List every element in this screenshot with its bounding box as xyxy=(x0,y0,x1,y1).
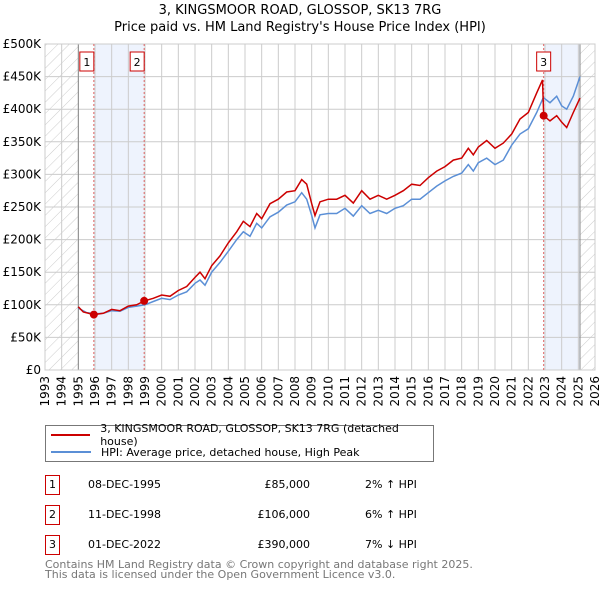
x-tick-label: 2004 xyxy=(221,376,235,407)
x-tick-label: 2006 xyxy=(255,376,269,407)
sale-marker-label: 2 xyxy=(134,56,141,69)
legend-swatch-red xyxy=(51,434,91,436)
y-tick-label: £150K xyxy=(3,265,43,279)
x-tick-label: 1998 xyxy=(121,376,135,407)
x-tick-label: 2011 xyxy=(338,376,352,407)
sale-marker-label: 3 xyxy=(45,535,60,555)
x-tick-label: 2007 xyxy=(271,376,285,407)
x-tick-label: 2024 xyxy=(555,376,569,407)
x-tick-label: 1993 xyxy=(38,376,52,407)
plot-border xyxy=(44,43,596,371)
sale-marker-label: 1 xyxy=(45,475,60,495)
footer-licence: This data is licensed under the Open Gov… xyxy=(45,568,396,581)
x-tick-label: 2001 xyxy=(171,376,185,407)
legend-item-property: 3, KINGSMOOR ROAD, GLOSSOP, SK13 7RG (de… xyxy=(51,422,433,448)
x-tick-label: 1996 xyxy=(88,376,102,407)
plot-area: £0 £50K £100K £150K £200K £250K £300K £350K £400… xyxy=(3,37,600,407)
x-tick-label: 2009 xyxy=(305,376,319,407)
sale-point xyxy=(89,310,98,319)
y-tick-label: £400K xyxy=(3,102,43,116)
x-tick-label: 2025 xyxy=(571,376,585,407)
y-tick-label: £100K xyxy=(3,298,43,312)
x-tick-label: 2005 xyxy=(238,376,252,407)
sale-marker-box xyxy=(129,51,145,72)
x-tick-label: 2003 xyxy=(205,376,219,407)
sale-marker-box xyxy=(536,51,552,72)
sale-date: 11-DEC-1998 xyxy=(88,508,162,521)
sale-marker-label: 3 xyxy=(540,56,547,69)
y-tick-label: £450K xyxy=(3,70,43,84)
sale-hpi-diff: 2% ↑ HPI xyxy=(365,478,417,491)
chart-subtitle: Price paid vs. HM Land Registry's House … xyxy=(114,20,486,35)
sale-row: 3 01-DEC-2022 £390,000 7% ↓ HPI xyxy=(45,535,465,555)
x-tick-label: 2023 xyxy=(538,376,552,407)
x-tick-label: 2013 xyxy=(371,376,385,407)
x-tick-label: 2002 xyxy=(188,376,202,407)
legend-label: HPI: Average price, detached house, High… xyxy=(101,445,360,459)
x-tick-label: 2021 xyxy=(505,376,519,407)
x-tick-label: 1999 xyxy=(138,376,152,407)
x-tick-label: 1995 xyxy=(71,376,85,407)
y-tick-label: £350K xyxy=(3,135,43,149)
sale-hpi-diff: 6% ↑ HPI xyxy=(365,508,417,521)
sale-row: 1 08-DEC-1995 £85,000 2% ↑ HPI xyxy=(45,475,465,495)
sale-marker-label: 1 xyxy=(83,56,90,69)
x-tick-label: 2018 xyxy=(455,376,469,407)
y-tick-label: £300K xyxy=(3,167,43,181)
property-price-line xyxy=(77,79,581,316)
x-tick-label: 1997 xyxy=(105,376,119,407)
x-tick-label: 2026 xyxy=(588,376,600,407)
x-tick-label: 2019 xyxy=(471,376,485,407)
sale-price: £106,000 xyxy=(257,508,311,521)
chart-title: 3, KINGSMOOR ROAD, GLOSSOP, SK13 7RG xyxy=(158,3,442,18)
legend-label: 3, KINGSMOOR ROAD, GLOSSOP, SK13 7RG (de… xyxy=(100,422,399,448)
sale-point xyxy=(140,296,149,305)
y-tick-label: £250K xyxy=(3,200,43,214)
sale-date: 08-DEC-1995 xyxy=(88,478,162,491)
sale-marker-box xyxy=(79,51,95,72)
x-tick-label: 2012 xyxy=(355,376,369,407)
sale-marker-label: 2 xyxy=(45,505,60,525)
x-tick-label: 2017 xyxy=(438,376,452,407)
x-tick-label: 2014 xyxy=(388,376,402,407)
x-tick-label: 2015 xyxy=(405,376,419,407)
x-tick-label: 2022 xyxy=(521,376,535,407)
x-tick-label: 2010 xyxy=(321,376,335,407)
footer-copyright: Contains HM Land Registry data © Crown c… xyxy=(45,558,473,571)
x-tick-label: 2008 xyxy=(288,376,302,407)
x-tick-label: 2020 xyxy=(488,376,502,407)
y-tick-label: £200K xyxy=(3,233,43,247)
x-tick-label: 1994 xyxy=(55,376,69,407)
sale-price: £390,000 xyxy=(257,538,311,551)
hpi-line xyxy=(77,76,581,315)
x-tick-label: 2000 xyxy=(155,376,169,407)
sale-row: 2 11-DEC-1998 £106,000 6% ↑ HPI xyxy=(45,505,465,525)
y-tick-label: £50K xyxy=(10,330,42,344)
y-tick-label: £500K xyxy=(3,37,43,51)
y-tick-label: £0 xyxy=(26,363,41,377)
sale-point xyxy=(539,111,548,120)
sale-price: £85,000 xyxy=(264,478,311,491)
footer: Contains HM Land Registry data © Crown c… xyxy=(45,558,473,581)
legend-item-hpi: HPI: Average price, detached house, High… xyxy=(51,444,360,460)
legend: 3, KINGSMOOR ROAD, GLOSSOP, SK13 7RG (de… xyxy=(45,422,434,462)
sale-hpi-diff: 7% ↓ HPI xyxy=(365,538,417,551)
sale-date: 01-DEC-2022 xyxy=(88,538,162,551)
legend-swatch-blue xyxy=(51,451,91,453)
x-tick-label: 2016 xyxy=(421,376,435,407)
